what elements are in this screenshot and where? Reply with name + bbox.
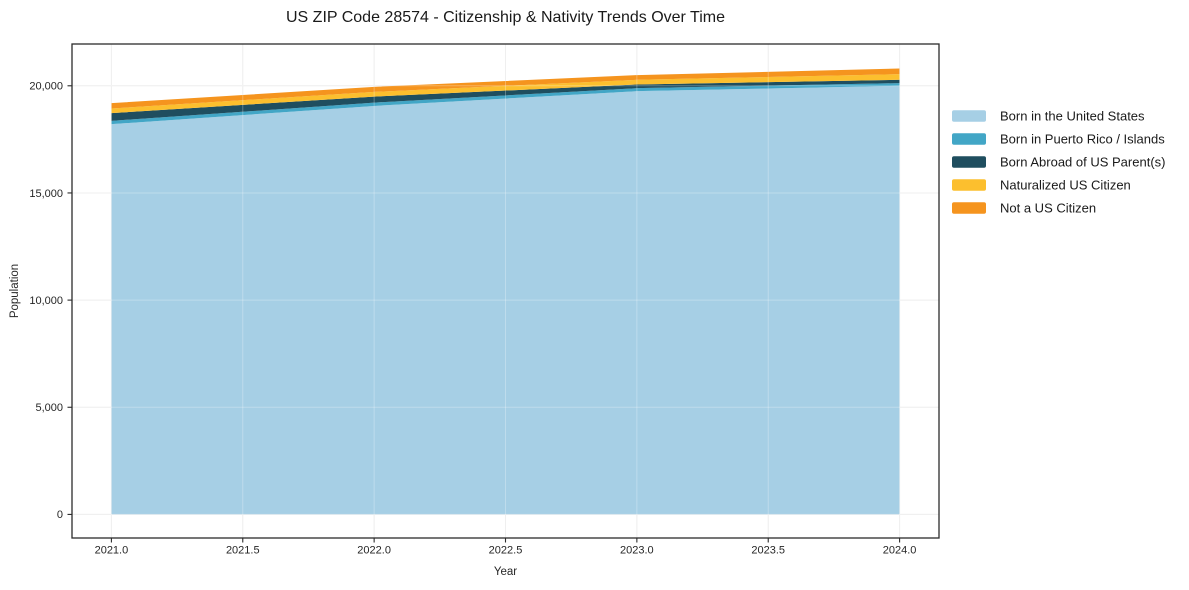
- y-tick-label: 15,000: [29, 188, 63, 200]
- x-tick-label: 2022.5: [489, 545, 523, 557]
- legend-swatch-2: [952, 156, 986, 168]
- x-axis-label: Year: [494, 566, 517, 578]
- area-series-1: [111, 83, 900, 125]
- legend-swatch-4: [952, 202, 986, 214]
- legend-swatch-3: [952, 179, 986, 191]
- legend-label-1: Born in Puerto Rico / Islands: [1000, 132, 1165, 147]
- area-series-0: [111, 85, 900, 515]
- x-tick-label: 2021.5: [226, 545, 260, 557]
- x-tick-label: 2022.0: [357, 545, 391, 557]
- y-tick-label: 0: [57, 509, 63, 521]
- x-tick-label: 2021.0: [95, 545, 129, 557]
- area-series-2: [111, 79, 900, 121]
- legend-label-4: Not a US Citizen: [1000, 201, 1096, 216]
- legend-label-3: Naturalized US Citizen: [1000, 178, 1131, 193]
- y-tick-label: 20,000: [29, 81, 63, 93]
- chart-title: US ZIP Code 28574 - Citizenship & Nativi…: [286, 9, 725, 26]
- y-tick-label: 10,000: [29, 295, 63, 307]
- area-series-3: [111, 74, 900, 114]
- x-tick-label: 2023.5: [751, 545, 785, 557]
- x-tick-label: 2024.0: [883, 545, 917, 557]
- y-axis-label: Population: [9, 264, 21, 318]
- x-tick-label: 2023.0: [620, 545, 654, 557]
- y-tick-label: 5,000: [35, 402, 63, 414]
- legend-label-2: Born Abroad of US Parent(s): [1000, 155, 1165, 170]
- legend-swatch-1: [952, 133, 986, 145]
- legend-label-0: Born in the United States: [1000, 109, 1145, 124]
- area-series-4: [111, 68, 900, 109]
- legend-swatch-0: [952, 110, 986, 122]
